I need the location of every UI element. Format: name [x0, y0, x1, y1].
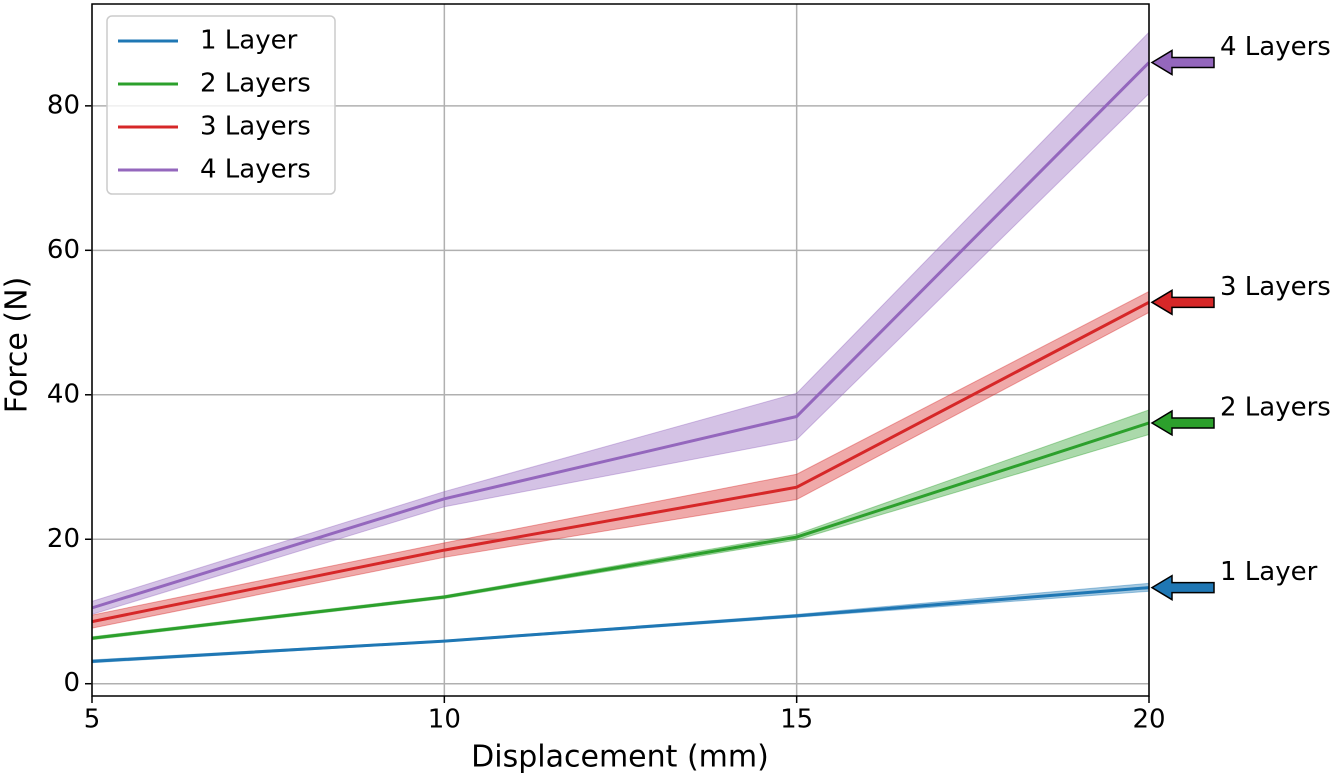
x-tick-label: 5: [84, 705, 101, 735]
legend-label: 2 Layers: [200, 69, 311, 99]
annotation-arrow: [1150, 289, 1215, 316]
y-tick-label: 80: [47, 90, 80, 120]
plot-frame: [91, 3, 1150, 697]
x-tick-label: 20: [1132, 705, 1165, 735]
series-line: [91, 61, 1151, 610]
annotation-label: 2 Layers: [1220, 392, 1331, 422]
x-tick-label: 10: [428, 705, 461, 735]
annotation-arrow: [1150, 49, 1215, 76]
legend-label: 1 Layer: [200, 26, 298, 56]
x-axis-label: Displacement (mm): [471, 740, 769, 775]
legend: 1 Layer 2 Layers 3 Layers 4 Layers: [106, 15, 336, 195]
annotation-label: 4 Layers: [1220, 32, 1331, 62]
y-axis-label: Force (N): [0, 277, 35, 414]
legend-label: 3 Layers: [200, 112, 311, 142]
annotation-arrow: [1150, 574, 1215, 601]
x-tick-label: 15: [780, 705, 813, 735]
annotation-label: 3 Layers: [1220, 272, 1331, 302]
annotation-arrow: [1150, 409, 1215, 437]
y-tick-label: 60: [47, 235, 80, 265]
legend-label: 4 Layers: [200, 155, 311, 185]
legend-box: [106, 15, 336, 195]
series-line: [91, 586, 1150, 663]
y-tick-label: 40: [47, 379, 80, 409]
series-line: [91, 300, 1150, 624]
series-line: [91, 421, 1150, 640]
annotation-label: 1 Layer: [1220, 557, 1318, 587]
y-tick-label: 0: [63, 668, 80, 698]
y-tick-label: 20: [47, 524, 80, 554]
